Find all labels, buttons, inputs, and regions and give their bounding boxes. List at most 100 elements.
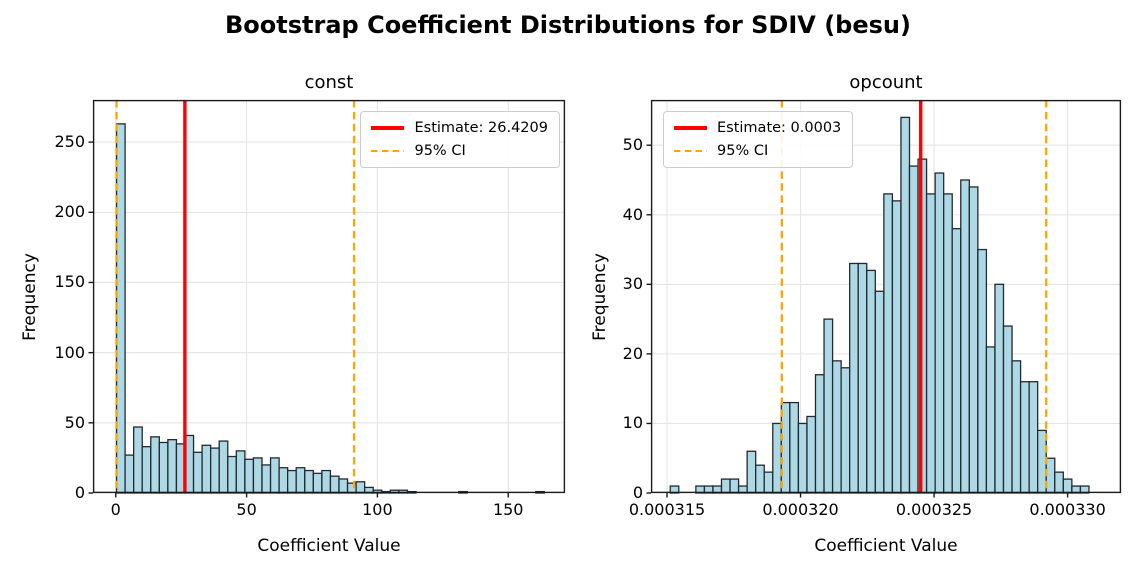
histogram-bar (227, 455, 237, 494)
histogram-bar (823, 318, 834, 494)
histogram-bar (261, 464, 272, 494)
histogram-bar (304, 469, 314, 494)
histogram-bar (329, 475, 340, 494)
histogram-bar (968, 186, 979, 494)
histogram-bar (150, 436, 160, 494)
histogram-bar (755, 464, 765, 494)
histogram-bar (814, 374, 825, 494)
histogram-bar (866, 269, 876, 494)
histogram-bar (1062, 478, 1073, 494)
histogram-bar (797, 422, 808, 494)
axes-spines (650, 99, 1122, 494)
y-tick-label: 40 (622, 204, 643, 224)
x-tick-label: 100 (362, 500, 393, 519)
legend-row-ci: 95% CI (674, 143, 841, 159)
histogram-bar (124, 454, 135, 494)
ci-line-swatch (674, 149, 707, 153)
estimate-line-swatch (371, 126, 405, 130)
legend-estimate-label: Estimate: 0.0003 (717, 120, 842, 136)
histogram-bar (321, 469, 332, 494)
x-axis-label: Coefficient Value (814, 536, 958, 556)
histogram-bar (857, 262, 868, 494)
subplot-title-opcount: opcount (849, 72, 923, 93)
x-tick-label: 0 (110, 500, 121, 519)
histogram-bar (192, 451, 203, 494)
y-tick-label: 0 (632, 483, 643, 502)
histogram-bar (133, 426, 143, 494)
histogram-bar (210, 447, 220, 494)
histogram-bar (994, 283, 1005, 494)
histogram-bar (244, 458, 255, 494)
histogram-bar (201, 444, 212, 494)
histogram-bar (908, 165, 919, 494)
histogram-bar (338, 478, 349, 494)
ci-line-swatch (371, 149, 405, 153)
histogram-bar (141, 446, 152, 494)
histogram-bar (840, 367, 851, 494)
y-axis-label: Frequency (590, 252, 611, 341)
histogram-bar (1037, 429, 1047, 494)
x-tick-label: 0.000315 (628, 500, 706, 519)
histogram-bar (951, 228, 962, 494)
legend-estimate-label: Estimate: 26.4209 (414, 120, 548, 136)
legend-row-estimate: Estimate: 26.4209 (371, 120, 548, 136)
histogram-bar (1028, 381, 1039, 494)
axes-spines (92, 99, 566, 494)
legend-const: Estimate: 26.4209 95% CI (360, 111, 560, 168)
x-tick-label: 50 (236, 500, 257, 519)
histogram-bar (960, 179, 970, 494)
histogram-bar (883, 193, 894, 494)
histogram-bar (763, 471, 774, 494)
legend-row-estimate: Estimate: 0.0003 (674, 120, 841, 136)
x-tick-label: 0.000325 (895, 500, 973, 519)
histogram-opcount (646, 99, 1122, 498)
histogram-bar (977, 248, 988, 494)
histogram-bar (900, 116, 911, 494)
legend-row-ci: 95% CI (371, 143, 548, 159)
histogram-bar (278, 467, 289, 494)
histogram-bar (831, 360, 842, 494)
y-tick-label: 30 (622, 274, 643, 294)
y-tick-label: 100 (54, 342, 85, 362)
histogram-bar (729, 478, 740, 494)
histogram-bar (218, 440, 229, 494)
histogram-bar (295, 467, 306, 494)
y-tick-label: 50 (64, 412, 85, 432)
histogram-bar (720, 478, 731, 494)
subplot-opcount: opcount Frequency Coefficient Value Esti… (590, 72, 1122, 556)
histogram-bar (985, 346, 996, 494)
histogram-bar (891, 200, 902, 494)
y-axis-label-wrap: Frequency (20, 100, 40, 493)
histogram-bar (167, 439, 178, 494)
histogram-bar (943, 193, 953, 494)
x-tick-label: 0.000320 (762, 500, 839, 519)
estimate-line-swatch (674, 126, 707, 130)
legend-ci-label: 95% CI (414, 143, 466, 159)
histogram-bar (1002, 325, 1013, 494)
histogram-bar (1019, 381, 1030, 494)
y-tick-label: 200 (54, 202, 85, 222)
y-tick-label: 0 (74, 483, 85, 502)
histogram-bar (1011, 360, 1022, 494)
histogram-bar (772, 422, 782, 494)
histogram-bar (235, 450, 246, 494)
subplot-title-const: const (304, 72, 354, 93)
y-tick-label: 250 (54, 132, 85, 152)
histogram-bar (355, 481, 366, 494)
y-axis-label-wrap: Frequency (590, 100, 610, 493)
x-axis-label: Coefficient Value (257, 536, 401, 556)
histogram-bar (806, 415, 817, 494)
histogram-bar (252, 457, 263, 494)
figure-title: Bootstrap Coefficient Distributions for … (225, 11, 911, 39)
subplot-const: const Frequency Coefficient Value Estima… (20, 72, 566, 556)
y-tick-label: 20 (622, 343, 643, 363)
histogram-bar (269, 457, 280, 494)
y-axis-label: Frequency (20, 252, 41, 341)
histogram-bar (934, 172, 945, 494)
histogram-bar (746, 450, 757, 494)
y-tick-label: 10 (622, 413, 643, 433)
histogram-bar (925, 193, 936, 494)
histogram-bar (789, 401, 800, 494)
histogram-bar (1054, 471, 1064, 494)
